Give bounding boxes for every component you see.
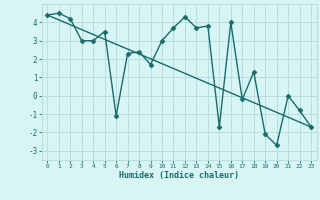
X-axis label: Humidex (Indice chaleur): Humidex (Indice chaleur) (119, 171, 239, 180)
